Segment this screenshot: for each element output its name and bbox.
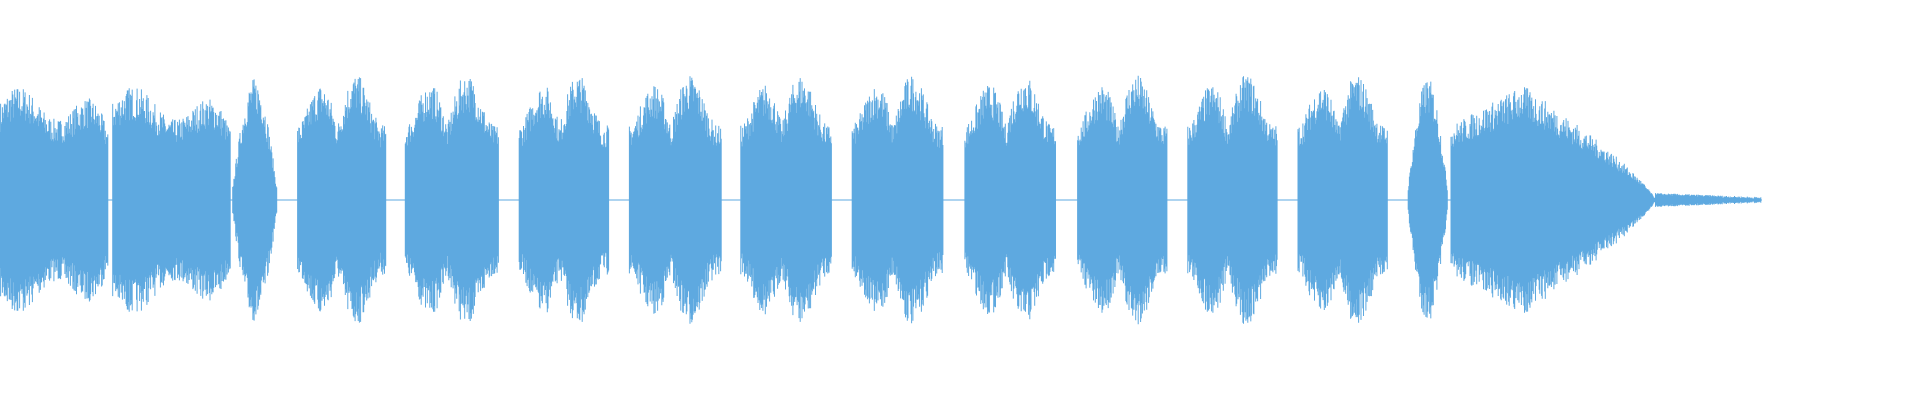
waveform-path [0,75,1762,325]
